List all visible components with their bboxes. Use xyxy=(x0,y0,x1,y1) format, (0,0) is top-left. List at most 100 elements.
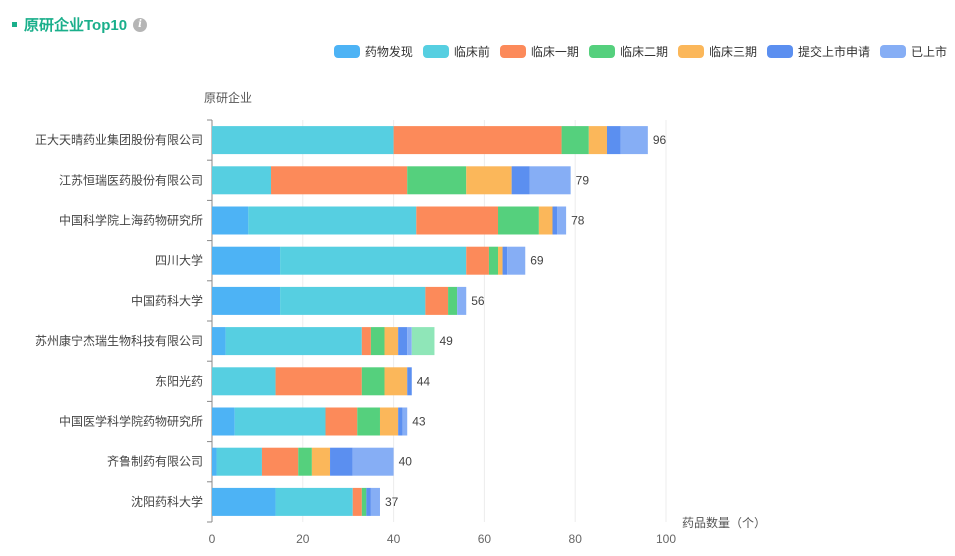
bar-segment xyxy=(398,327,408,356)
bar-segment xyxy=(352,487,362,516)
bar-segment xyxy=(502,246,508,275)
legend-label: 药物发现 xyxy=(364,45,413,59)
legend-item[interactable]: 临床三期 xyxy=(677,43,757,60)
category-label: 中国科学院上海药物研究所 xyxy=(59,213,203,228)
bar-segment xyxy=(425,286,449,315)
legend-swatch xyxy=(766,45,793,58)
legend-swatch xyxy=(677,45,704,58)
bar-segment xyxy=(448,286,458,315)
chart-legend: 药物发现 临床前 临床一期 临床二期 临床三期 提交上市申请 已上市 xyxy=(324,43,947,60)
bar-segment xyxy=(457,286,467,315)
bar-segment xyxy=(212,246,281,275)
bar-segment xyxy=(507,246,526,275)
bar-segment xyxy=(407,367,412,396)
bar-segment xyxy=(280,246,467,275)
legend-item[interactable]: 临床一期 xyxy=(499,43,579,60)
category-label: 沈阳药科大学 xyxy=(131,494,203,509)
bar-total-label: 37 xyxy=(385,495,399,509)
bar-segment xyxy=(561,126,589,155)
bar-segment xyxy=(361,487,367,516)
legend-label: 已上市 xyxy=(910,45,947,59)
legend-item[interactable]: 临床二期 xyxy=(588,43,668,60)
x-tick-label: 40 xyxy=(387,532,401,546)
bar-segment xyxy=(212,327,226,356)
bar-segment xyxy=(212,367,276,396)
bar-segment xyxy=(407,327,412,356)
bar-segment xyxy=(416,206,499,235)
chart-title: 原研企业Top10 xyxy=(24,17,128,34)
legend-item[interactable]: 药物发现 xyxy=(333,43,413,60)
bar-segment xyxy=(498,206,539,235)
bar-segment xyxy=(620,126,648,155)
bar-segment xyxy=(379,407,399,436)
bar-segment xyxy=(511,166,530,195)
bar-total-label: 56 xyxy=(471,294,485,308)
legend-label: 临床二期 xyxy=(619,45,668,59)
bar-segment xyxy=(466,166,512,195)
bar-segment xyxy=(557,206,567,235)
bar-segment xyxy=(212,126,394,155)
bar-segment xyxy=(407,166,467,195)
legend-swatch xyxy=(333,45,360,58)
bar-segment xyxy=(529,166,571,195)
bar-segment xyxy=(275,367,362,396)
bar-segment xyxy=(361,367,385,396)
bar-segment xyxy=(212,487,276,516)
legend-item[interactable]: 临床前 xyxy=(422,43,490,60)
legend-label: 临床一期 xyxy=(530,45,579,59)
category-label: 正大天晴药业集团股份有限公司 xyxy=(35,132,203,147)
bar-segment xyxy=(370,487,380,516)
category-label: 中国药科大学 xyxy=(131,293,203,308)
bar-segment xyxy=(588,126,607,155)
bar-total-label: 40 xyxy=(399,455,413,469)
x-axis-label: 药品数量（个） xyxy=(682,515,766,530)
legend-swatch xyxy=(422,45,449,58)
legend-swatch xyxy=(879,45,906,58)
bar-segment xyxy=(275,487,353,516)
bar-segment xyxy=(225,327,362,356)
bar-segment xyxy=(352,447,394,476)
x-tick-label: 60 xyxy=(478,532,492,546)
legend-label: 临床前 xyxy=(453,45,490,59)
bar-segment xyxy=(216,447,262,476)
bar-segment xyxy=(212,286,281,315)
category-label: 齐鲁制药有限公司 xyxy=(107,454,203,469)
x-tick-label: 100 xyxy=(656,532,676,546)
bar-segment xyxy=(248,206,417,235)
bar-total-label: 43 xyxy=(412,415,426,429)
bar-segment xyxy=(466,246,489,275)
legend-item[interactable]: 提交上市申请 xyxy=(766,43,870,60)
bar-segment xyxy=(402,407,408,436)
info-icon[interactable]: i xyxy=(133,17,148,32)
bar-segment xyxy=(311,447,331,476)
x-tick-label: 0 xyxy=(209,532,216,546)
legend-item[interactable]: 已上市 xyxy=(879,43,947,60)
bar-segment xyxy=(330,447,353,476)
bar-segment xyxy=(280,286,426,315)
bar-segment xyxy=(325,407,358,436)
chart-header: 原研企业Top10 i xyxy=(12,14,148,35)
bar-total-label: 79 xyxy=(576,173,590,187)
legend-swatch xyxy=(588,45,615,58)
bar-total-label: 44 xyxy=(417,374,431,388)
bar-segment xyxy=(361,327,371,356)
bar-segment xyxy=(357,407,380,436)
bar-segment xyxy=(393,126,562,155)
title-marker xyxy=(12,22,17,27)
bar-segment xyxy=(212,166,272,195)
legend-label: 提交上市申请 xyxy=(797,45,870,59)
bar-segment xyxy=(552,206,558,235)
category-label: 江苏恒瑞医药股份有限公司 xyxy=(59,173,203,187)
y-axis-label: 原研企业 xyxy=(204,90,252,105)
bar-segment xyxy=(488,246,499,275)
bar-segment xyxy=(212,447,217,476)
bar-segment xyxy=(538,206,553,235)
category-label: 中国医学科学院药物研究所 xyxy=(59,414,203,429)
bar-segment xyxy=(498,246,503,275)
bar-segment xyxy=(606,126,621,155)
bar-segment xyxy=(212,407,235,436)
bar-segment xyxy=(398,407,403,436)
bar-segment xyxy=(411,327,435,356)
bar-total-label: 49 xyxy=(439,334,453,348)
